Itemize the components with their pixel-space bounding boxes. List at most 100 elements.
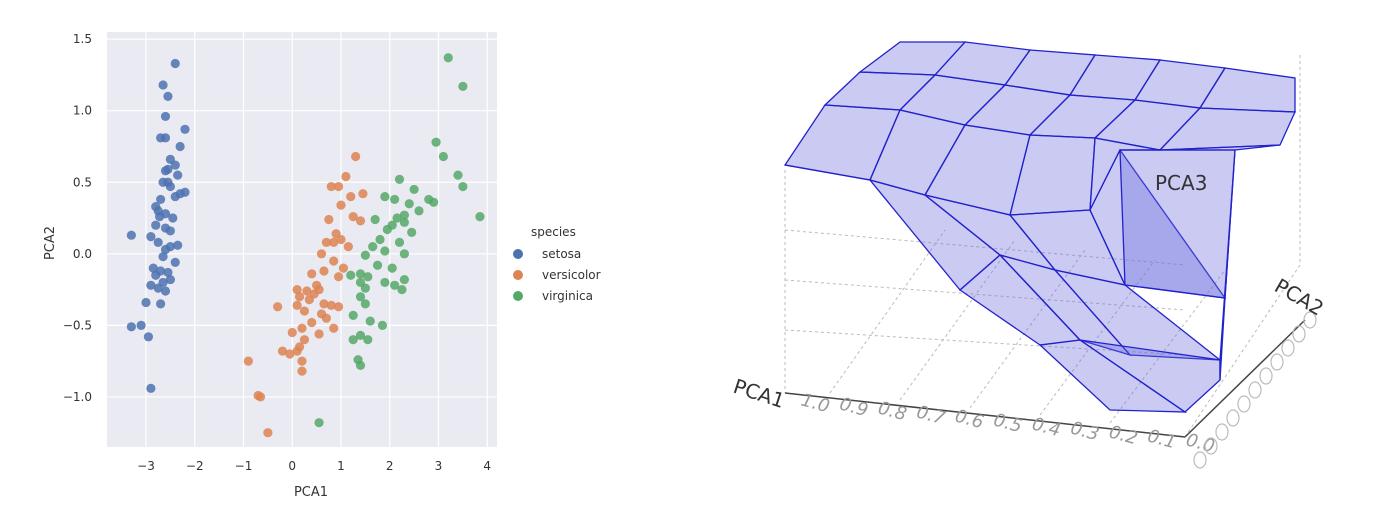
data-point-versicolor bbox=[297, 366, 307, 376]
surface-x-tick-label: 0.4 bbox=[1030, 414, 1063, 442]
data-point-setosa bbox=[168, 213, 178, 223]
data-point-versicolor bbox=[351, 151, 361, 162]
data-point-setosa bbox=[151, 270, 161, 280]
surface-x-tick-label: 0.5 bbox=[991, 410, 1024, 438]
data-point-versicolor bbox=[299, 306, 310, 316]
x-tick-label: −3 bbox=[137, 459, 155, 473]
data-point-versicolor bbox=[307, 317, 317, 328]
data-point-versicolor bbox=[255, 392, 266, 402]
data-point-virginica bbox=[387, 263, 397, 273]
data-point-virginica bbox=[453, 170, 463, 180]
data-point-versicolor bbox=[358, 189, 368, 199]
data-point-virginica bbox=[390, 194, 400, 205]
data-point-virginica bbox=[407, 227, 417, 237]
data-point-versicolor bbox=[321, 237, 331, 247]
data-point-virginica bbox=[394, 174, 405, 184]
x-tick-label: 0 bbox=[288, 459, 296, 473]
surface-3d-solid-axes bbox=[784, 319, 1306, 438]
data-point-virginica bbox=[355, 330, 366, 340]
scatter-points bbox=[126, 53, 485, 438]
data-point-virginica bbox=[382, 224, 392, 235]
data-point-virginica bbox=[380, 246, 390, 256]
data-point-versicolor bbox=[297, 323, 307, 333]
surface-y-tick-glyph bbox=[1237, 395, 1251, 413]
data-point-setosa bbox=[173, 240, 183, 250]
data-point-versicolor bbox=[321, 313, 331, 323]
data-point-setosa bbox=[163, 267, 173, 278]
data-point-versicolor bbox=[292, 300, 302, 310]
data-point-virginica bbox=[394, 237, 405, 247]
y-tick-label: −0.5 bbox=[63, 318, 92, 332]
scatter-tick-labels: −3 −2 −1 0 1 2 3 4 −1.0 −0.5 0.0 0.5 1.0 1.5 bbox=[63, 32, 491, 473]
surface-x-tick-label: 0.2 bbox=[1107, 422, 1140, 450]
surface-mesh bbox=[783, 41, 1296, 413]
data-point-virginica bbox=[380, 277, 390, 288]
data-point-setosa bbox=[160, 286, 171, 296]
data-point-setosa bbox=[165, 181, 175, 192]
data-point-virginica bbox=[360, 283, 370, 293]
surface-y-axis-label: PCA2 bbox=[1271, 274, 1328, 321]
data-point-setosa bbox=[160, 111, 171, 122]
y-tick-label: −1.0 bbox=[63, 390, 92, 404]
data-point-virginica bbox=[372, 260, 383, 270]
surface-x-tick-label: 0.8 bbox=[876, 398, 909, 426]
data-point-virginica bbox=[363, 272, 373, 282]
data-point-virginica bbox=[458, 81, 468, 91]
y-tick-label: 0.0 bbox=[73, 247, 92, 261]
data-point-versicolor bbox=[336, 200, 346, 210]
data-point-setosa bbox=[151, 220, 161, 230]
data-point-virginica bbox=[438, 151, 448, 162]
data-point-versicolor bbox=[307, 269, 317, 279]
data-point-virginica bbox=[355, 360, 366, 371]
data-point-setosa bbox=[126, 322, 136, 332]
surface-y-tick-glyph bbox=[1292, 325, 1306, 343]
data-point-setosa bbox=[143, 332, 154, 342]
data-point-versicolor bbox=[329, 323, 339, 333]
data-point-virginica bbox=[399, 210, 409, 220]
data-point-versicolor bbox=[302, 286, 312, 296]
x-tick-label: 3 bbox=[435, 459, 443, 473]
data-point-virginica bbox=[346, 270, 356, 280]
data-point-versicolor bbox=[355, 216, 366, 226]
data-point-versicolor bbox=[285, 349, 295, 359]
y-tick-label: 0.5 bbox=[73, 175, 92, 189]
data-point-setosa bbox=[141, 297, 151, 308]
x-tick-label: 2 bbox=[386, 459, 394, 473]
data-point-virginica bbox=[368, 242, 378, 252]
data-point-versicolor bbox=[333, 302, 344, 312]
surface-y-tick-glyph bbox=[1281, 339, 1295, 357]
surface-x-tick-label: 0.0 bbox=[1184, 430, 1217, 458]
scatter-legend: species setosa versicolor virginica bbox=[513, 225, 601, 303]
data-point-versicolor bbox=[287, 327, 297, 338]
data-point-versicolor bbox=[338, 263, 349, 273]
data-point-virginica bbox=[458, 181, 468, 192]
data-point-versicolor bbox=[297, 356, 307, 366]
data-point-virginica bbox=[365, 316, 375, 326]
surface-y-tick-glyph bbox=[1270, 353, 1284, 371]
data-point-versicolor bbox=[336, 234, 346, 245]
y-tick-label: 1.5 bbox=[73, 32, 92, 46]
y-tick-label: 1.0 bbox=[73, 104, 92, 118]
data-point-versicolor bbox=[333, 181, 344, 192]
data-point-setosa bbox=[165, 274, 175, 285]
data-point-virginica bbox=[314, 418, 324, 428]
data-point-setosa bbox=[180, 187, 190, 197]
data-point-virginica bbox=[443, 53, 453, 63]
legend-marker-virginica bbox=[513, 291, 523, 301]
data-point-setosa bbox=[180, 124, 190, 134]
data-point-setosa bbox=[175, 141, 185, 152]
data-point-setosa bbox=[155, 212, 165, 222]
data-point-virginica bbox=[399, 249, 409, 259]
data-point-virginica bbox=[409, 184, 419, 195]
data-point-virginica bbox=[377, 320, 388, 330]
data-point-virginica bbox=[429, 197, 439, 207]
surface-x-tick-label: 0.7 bbox=[914, 402, 948, 430]
x-tick-label: 4 bbox=[483, 459, 491, 473]
surface-y-tick-glyph bbox=[1226, 409, 1240, 427]
data-point-setosa bbox=[170, 58, 180, 69]
data-point-virginica bbox=[360, 250, 370, 260]
surface-x-tick-label: 0.9 bbox=[837, 394, 870, 422]
data-point-versicolor bbox=[341, 171, 351, 182]
data-point-setosa bbox=[158, 80, 168, 90]
data-point-versicolor bbox=[343, 242, 353, 252]
